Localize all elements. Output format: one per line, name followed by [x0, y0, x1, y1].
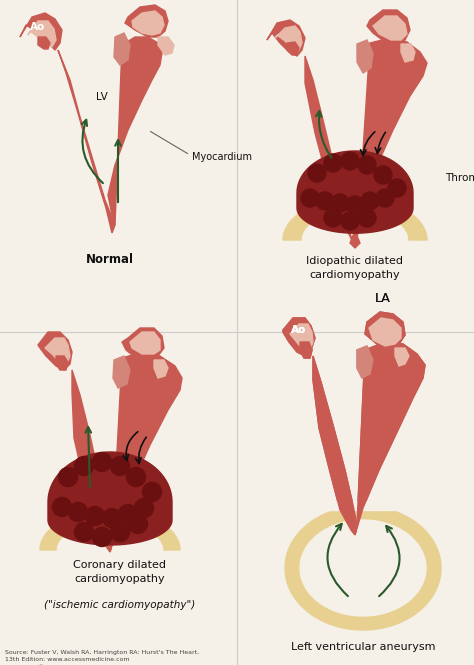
Text: Ao: Ao [30, 22, 46, 32]
Polygon shape [369, 318, 401, 346]
Polygon shape [280, 501, 446, 510]
Polygon shape [313, 356, 357, 535]
Circle shape [346, 196, 364, 214]
Polygon shape [125, 5, 168, 37]
Text: Thrombus: Thrombus [445, 173, 474, 183]
Circle shape [143, 483, 162, 501]
Text: Ao: Ao [292, 325, 307, 335]
Polygon shape [357, 346, 373, 378]
Polygon shape [290, 324, 313, 352]
Polygon shape [40, 510, 180, 550]
Polygon shape [132, 11, 164, 35]
Polygon shape [290, 324, 313, 352]
Polygon shape [401, 44, 415, 62]
Circle shape [92, 452, 111, 471]
Circle shape [324, 154, 342, 172]
Text: Idiopathic dilated
cardiomyopathy: Idiopathic dilated cardiomyopathy [307, 256, 403, 280]
Circle shape [341, 212, 359, 230]
Circle shape [118, 505, 137, 523]
Circle shape [301, 189, 319, 207]
Circle shape [92, 527, 111, 547]
Circle shape [74, 523, 93, 541]
Circle shape [58, 467, 78, 487]
Circle shape [69, 503, 88, 521]
Circle shape [110, 456, 129, 475]
Circle shape [316, 192, 334, 210]
Circle shape [361, 192, 379, 210]
Text: Source: Fuster V, Walsh RA, Harrington RA: Hurst's The Heart,
13th Edition: www.: Source: Fuster V, Walsh RA, Harrington R… [5, 650, 211, 665]
Circle shape [341, 152, 359, 170]
Circle shape [376, 189, 394, 207]
Polygon shape [130, 332, 160, 354]
Polygon shape [305, 56, 353, 243]
Circle shape [127, 467, 146, 487]
Polygon shape [154, 360, 168, 378]
Text: ("ischemic cardiomyopathy"): ("ischemic cardiomyopathy") [45, 600, 196, 610]
Polygon shape [355, 342, 425, 535]
Polygon shape [122, 328, 164, 360]
Polygon shape [365, 312, 405, 348]
Polygon shape [114, 33, 130, 65]
Polygon shape [353, 38, 427, 243]
Text: LV: LV [96, 92, 108, 102]
Polygon shape [38, 37, 50, 49]
Circle shape [135, 499, 154, 517]
Circle shape [358, 209, 376, 227]
Circle shape [324, 209, 342, 227]
Circle shape [102, 509, 121, 527]
Circle shape [110, 523, 129, 541]
Polygon shape [357, 346, 373, 378]
Polygon shape [28, 21, 56, 47]
Polygon shape [300, 342, 312, 358]
Polygon shape [300, 342, 312, 358]
Polygon shape [267, 20, 305, 56]
Circle shape [358, 156, 376, 174]
Polygon shape [110, 352, 182, 552]
Polygon shape [48, 452, 172, 545]
Text: Myocardium: Myocardium [192, 152, 252, 162]
Circle shape [85, 507, 104, 525]
Polygon shape [285, 506, 441, 630]
Polygon shape [365, 312, 405, 348]
Polygon shape [373, 16, 407, 40]
Polygon shape [369, 318, 401, 346]
Polygon shape [395, 348, 409, 366]
Polygon shape [300, 520, 426, 616]
Polygon shape [108, 37, 162, 225]
Polygon shape [158, 37, 174, 55]
Text: Ao: Ao [292, 325, 307, 335]
Circle shape [374, 166, 392, 184]
Circle shape [53, 497, 72, 517]
Polygon shape [113, 356, 130, 388]
Polygon shape [45, 338, 70, 366]
Polygon shape [20, 13, 62, 50]
Polygon shape [58, 50, 115, 233]
Text: LA: LA [375, 292, 391, 305]
Polygon shape [395, 348, 409, 366]
Circle shape [128, 515, 147, 533]
Polygon shape [287, 42, 299, 55]
Text: Left ventricular aneurysm: Left ventricular aneurysm [291, 642, 435, 652]
Circle shape [388, 179, 406, 197]
Polygon shape [357, 40, 373, 73]
Polygon shape [38, 332, 72, 370]
Text: LA: LA [375, 292, 391, 305]
Polygon shape [297, 151, 413, 233]
Polygon shape [283, 318, 315, 356]
Text: Normal: Normal [86, 253, 134, 266]
Circle shape [331, 194, 349, 212]
Polygon shape [313, 356, 357, 535]
Polygon shape [367, 10, 410, 44]
Polygon shape [283, 318, 315, 356]
Polygon shape [275, 26, 302, 52]
Circle shape [308, 164, 326, 182]
Polygon shape [350, 236, 360, 248]
Text: Coronary dilated
cardiomyopathy: Coronary dilated cardiomyopathy [73, 560, 166, 584]
Polygon shape [56, 356, 68, 370]
Polygon shape [72, 370, 112, 552]
Polygon shape [283, 198, 427, 240]
Circle shape [74, 456, 93, 475]
Polygon shape [355, 342, 425, 535]
